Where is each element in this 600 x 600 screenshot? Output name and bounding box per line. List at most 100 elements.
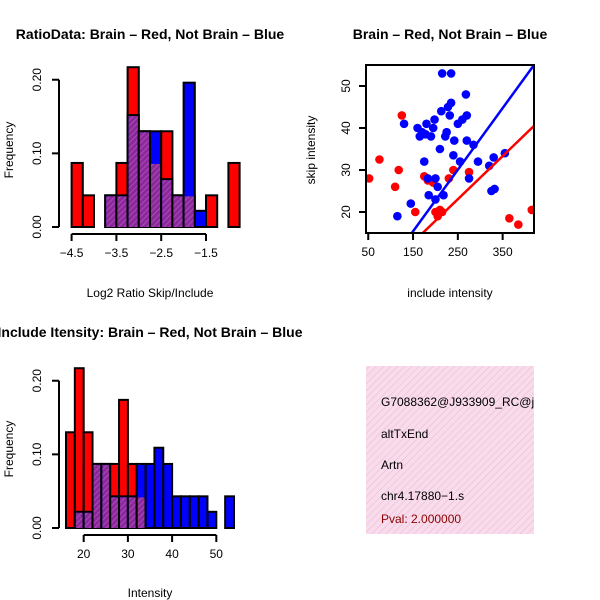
hist3-brain-bar <box>65 431 76 530</box>
scatter-x-tick-label: 50 <box>362 245 376 259</box>
hist3-notbrain-bar <box>197 495 209 530</box>
scatter-notbrain-point <box>423 174 433 183</box>
hist3-overlap-bar <box>93 464 101 528</box>
intensity-scatter-axes: 50 150 250 350 20 30 40 50 <box>339 79 513 259</box>
scatter-notbrain-fit-line <box>410 65 534 233</box>
scatter-notbrain-point <box>489 153 498 162</box>
scatter-x-tick-label: 350 <box>493 245 513 259</box>
ratio-histogram-title: RatioData: Brain – Red, Not Brain – Blue <box>16 26 285 42</box>
info-event-type: altTxEnd <box>381 427 428 441</box>
hist3-x-tick-label: 30 <box>121 547 135 561</box>
hist3-notbrain-bar <box>179 495 191 530</box>
hist3-overlap-bar <box>128 497 136 528</box>
scatter-y-tick-label: 50 <box>339 79 353 93</box>
hist1-y-tick-label: 0.10 <box>30 141 44 165</box>
info-pval: Pval: 2.000000 <box>381 512 461 526</box>
scatter-brain-point <box>390 182 400 192</box>
scatter-notbrain-point <box>433 182 442 192</box>
hist1-x-tick-label: −1.5 <box>194 246 218 260</box>
hist3-notbrain-bar <box>144 462 156 530</box>
hist1-overlap-bar <box>173 196 183 227</box>
scatter-notbrain-point <box>473 157 483 166</box>
hist3-overlap-bar <box>111 497 119 528</box>
hist1-overlap-bar <box>162 180 172 227</box>
scatter-notbrain-point <box>490 184 499 194</box>
scatter-y-tick-label: 40 <box>339 121 353 135</box>
scatter-frame <box>365 64 535 234</box>
scatter-notbrain-point <box>464 174 474 183</box>
scatter-y-tick-label: 30 <box>339 163 353 177</box>
intensity-scatter-xlabel: include intensity <box>407 286 492 300</box>
scatter-notbrain-point <box>393 211 402 221</box>
hist1-notbrain-bar <box>193 209 208 229</box>
scatter-brain-fit-line <box>420 124 534 233</box>
scatter-brain-point <box>375 155 384 164</box>
intensity-histogram: Include Itensity: Brain – Red, Not Brain… <box>0 324 303 600</box>
ratio-histogram: RatioData: Brain – Red, Not Brain – Blue… <box>2 26 284 300</box>
hist1-y-tick-label: 0.20 <box>30 68 44 92</box>
hist3-overlap-bar <box>75 512 83 528</box>
scatter-y-tick-label: 20 <box>339 205 353 219</box>
scatter-notbrain-point <box>449 136 459 145</box>
hist3-notbrain-bar <box>153 446 165 529</box>
hist3-y-tick-label: 0.00 <box>30 516 44 540</box>
scatter-x-tick-label: 150 <box>403 245 423 259</box>
hist1-overlap-bar <box>128 116 138 227</box>
intensity-histogram-axes: 20 30 40 50 0.00 0.10 0.20 <box>30 369 223 561</box>
hist1-overlap-bar <box>139 132 149 227</box>
hist3-notbrain-bar <box>188 495 200 530</box>
hist1-x-tick-label: −3.5 <box>105 246 129 260</box>
scatter-notbrain-point <box>449 151 458 160</box>
intensity-scatter-title: Brain – Red, Not Brain – Blue <box>353 26 548 42</box>
scatter-notbrain-point <box>428 123 438 133</box>
intensity-scatter-plot <box>365 64 535 234</box>
intensity-histogram-bars <box>65 367 236 530</box>
scatter-brain-point <box>397 111 407 120</box>
hist3-notbrain-bar <box>206 510 218 529</box>
ratio-histogram-axes: −4.5 −3.5 −2.5 −1.5 0.00 0.10 0.20 <box>30 68 218 260</box>
hist3-overlap-bar <box>102 464 110 528</box>
hist1-brain-bar <box>81 194 96 229</box>
intensity-histogram-ylabel: Frequency <box>2 421 16 478</box>
hist3-y-tick-label: 0.20 <box>30 369 44 393</box>
hist3-y-tick-label: 0.10 <box>30 442 44 466</box>
hist3-notbrain-bar <box>224 495 236 530</box>
ratio-histogram-ylabel: Frequency <box>2 122 16 179</box>
scatter-notbrain-point <box>462 111 472 120</box>
hist3-x-tick-label: 40 <box>165 547 179 561</box>
scatter-notbrain-point <box>446 69 456 78</box>
hist1-brain-bar <box>205 194 219 229</box>
info-event-id: G7088362@J933909_RC@j_at <box>381 395 551 409</box>
hist3-x-tick-label: 50 <box>210 547 224 561</box>
intensity-scatter: Brain – Red, Not Brain – Blue 50 150 250 35… <box>304 26 547 300</box>
scatter-brain-point <box>505 214 514 223</box>
info-panel: G7088362@J933909_RC@j_at altTxEnd Artn c… <box>366 366 551 534</box>
scatter-notbrain-point <box>446 98 456 108</box>
intensity-histogram-title: Include Itensity: Brain – Red, Not Brain… <box>0 324 303 340</box>
scatter-notbrain-point <box>437 69 447 78</box>
hist3-overlap-bar <box>120 497 127 528</box>
hist3-overlap-bar <box>84 512 92 528</box>
hist1-overlap-bar <box>184 196 194 227</box>
info-location: chr4.17880−1.s <box>381 489 464 503</box>
hist1-overlap-bar <box>151 163 161 227</box>
hist1-y-tick-label: 0.00 <box>30 215 44 239</box>
ratio-histogram-xlabel: Log2 Ratio Skip/Include <box>87 286 214 300</box>
scatter-notbrain-point <box>442 127 451 137</box>
scatter-data-area <box>366 65 534 233</box>
scatter-brain-point <box>514 220 523 229</box>
scatter-brain-point <box>410 207 420 217</box>
hist1-x-tick-label: −4.5 <box>60 246 84 260</box>
intensity-histogram-xlabel: Intensity <box>128 586 173 600</box>
scatter-brain-point <box>394 165 404 175</box>
hist3-x-tick-label: 20 <box>77 547 91 561</box>
scatter-notbrain-point <box>406 199 416 208</box>
scatter-brain-point <box>464 167 474 177</box>
scatter-notbrain-point <box>399 119 409 129</box>
hist1-overlap-bar <box>106 196 116 227</box>
scatter-notbrain-point <box>431 174 440 183</box>
info-gene-name: Artn <box>381 458 403 472</box>
scatter-notbrain-point <box>436 106 446 116</box>
hist1-x-tick-label: −2.5 <box>149 246 173 260</box>
